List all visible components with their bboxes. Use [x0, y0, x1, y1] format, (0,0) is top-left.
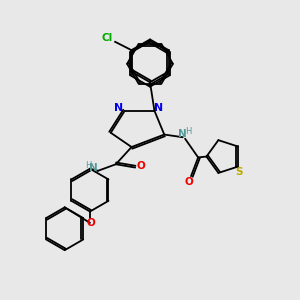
Text: O: O [137, 161, 146, 171]
Text: Cl: Cl [101, 33, 112, 43]
Text: N: N [89, 164, 98, 173]
Text: N: N [178, 129, 187, 139]
Text: N: N [114, 103, 123, 113]
Text: S: S [236, 167, 243, 177]
Text: N: N [154, 103, 164, 113]
Text: O: O [86, 218, 95, 228]
Text: H: H [185, 127, 191, 136]
Text: O: O [184, 177, 193, 187]
Text: H: H [85, 161, 92, 170]
